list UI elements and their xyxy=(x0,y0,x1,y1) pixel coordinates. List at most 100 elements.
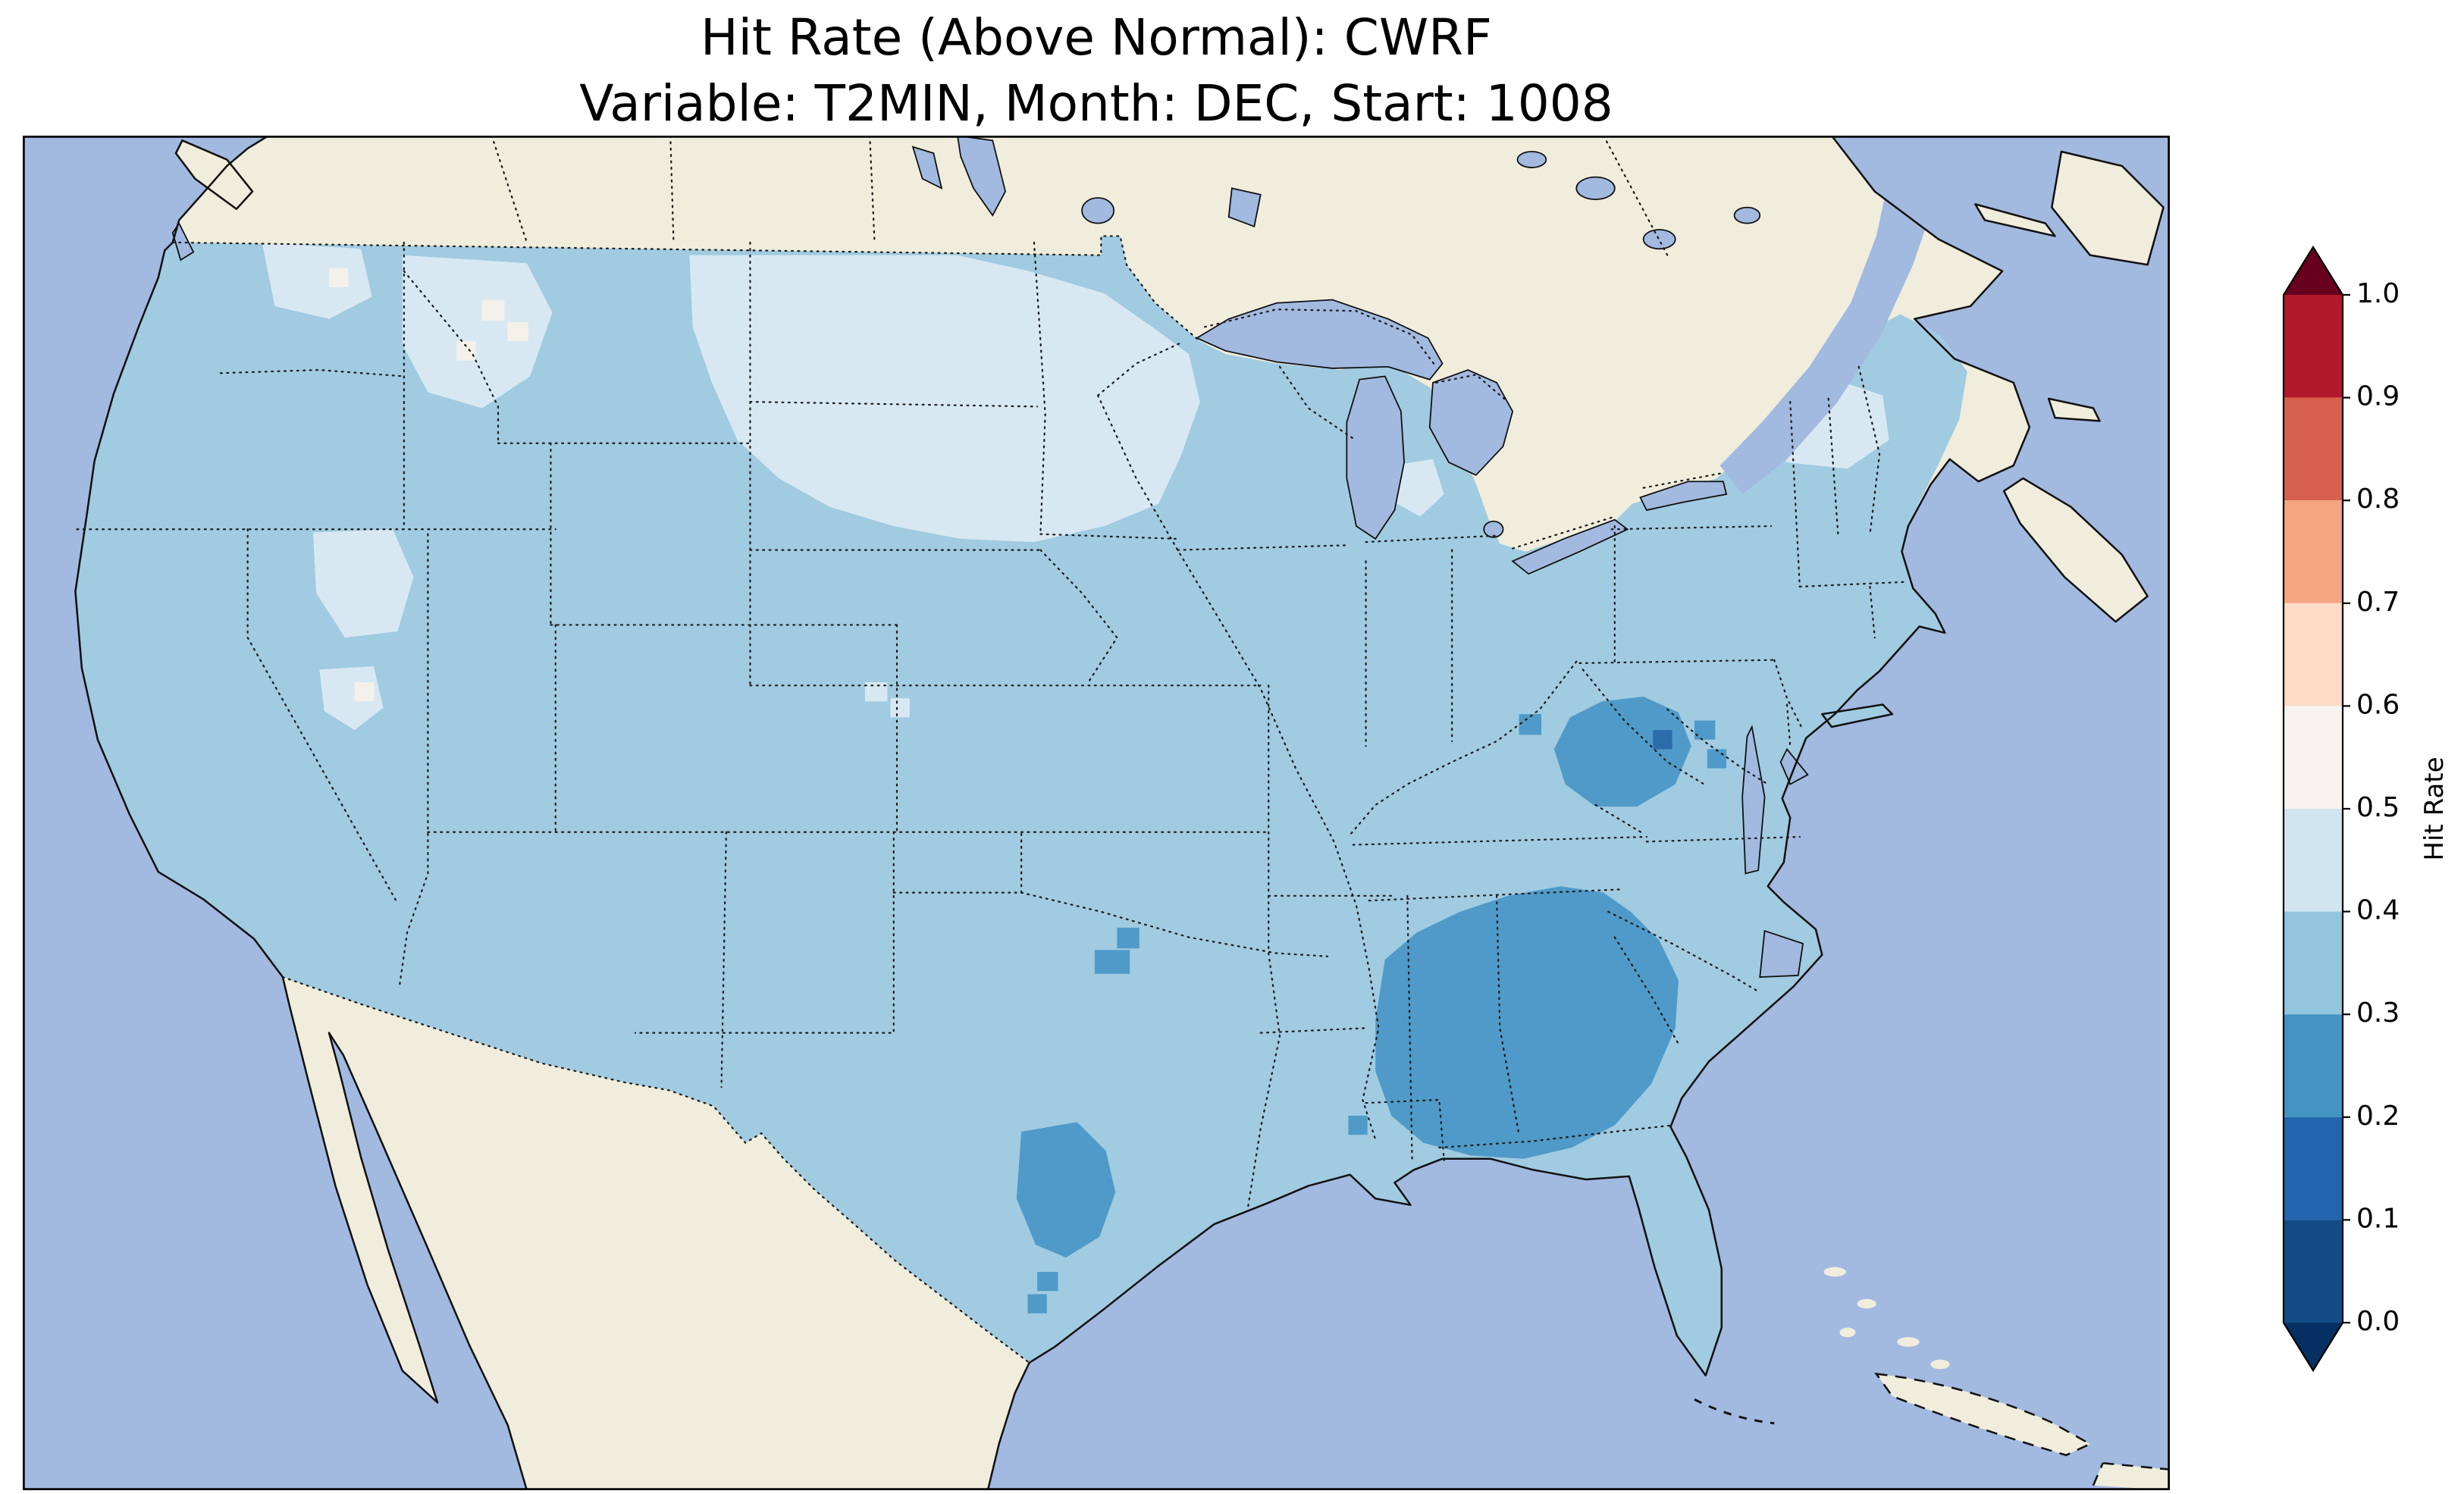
hit-rate-patches-04-05 xyxy=(262,242,1889,1374)
continent-coastline xyxy=(74,136,2031,1490)
lake-huron xyxy=(1428,369,1514,476)
dark-cell xyxy=(1348,1115,1368,1135)
colorbar-segment xyxy=(2284,1117,2343,1220)
state-border-line xyxy=(1645,835,1801,843)
us-canada-border-lake-erie xyxy=(1512,515,1616,550)
canada-province-border xyxy=(491,136,528,243)
bahamas-island xyxy=(1897,1337,1920,1347)
state-border-line xyxy=(1857,365,1881,535)
tick-label: 0.2 xyxy=(2356,1101,2400,1132)
map-frame xyxy=(23,136,2170,1490)
colorbar-segment xyxy=(2284,1014,2343,1117)
dark-cell xyxy=(1094,950,1130,974)
darker-cell xyxy=(1653,730,1672,750)
dark-cell xyxy=(1117,927,1140,949)
bahamas-island xyxy=(1839,1327,1856,1338)
pale-cell xyxy=(890,698,910,718)
white-cell xyxy=(456,341,476,361)
state-border-line xyxy=(1352,835,1647,846)
lake-ontario xyxy=(1639,481,1728,512)
state-border-line xyxy=(1773,659,1804,731)
canada-province-border xyxy=(669,136,675,243)
patch-west-virginia xyxy=(1553,697,1691,807)
anticosti-island xyxy=(1975,204,2055,236)
state-border-line xyxy=(246,528,397,902)
colorbar-under-triangle xyxy=(2284,1323,2343,1370)
state-border-line xyxy=(1033,241,1046,535)
lakes-group xyxy=(911,136,1953,575)
state-border-line xyxy=(1365,534,1498,543)
dark-cell xyxy=(1037,1271,1058,1292)
lake-nipigon xyxy=(1227,187,1262,228)
bahamas-island xyxy=(1823,1267,1846,1277)
white-cell xyxy=(481,299,505,321)
patch-south-texas xyxy=(1016,1122,1116,1258)
colorbar-segment xyxy=(2284,1220,2343,1323)
country-borders xyxy=(171,136,1721,1364)
vancouver-island xyxy=(175,140,252,209)
canada-lake xyxy=(1733,206,1761,224)
white-cell xyxy=(354,682,374,702)
lake-erie xyxy=(1511,518,1629,575)
tick-label: 0.9 xyxy=(2356,381,2400,412)
tick-label: 0.6 xyxy=(2356,689,2400,720)
colorbar-over-triangle xyxy=(2284,247,2343,295)
state-border-line xyxy=(1096,342,1182,396)
state-border-line xyxy=(1789,400,1801,588)
state-border-line xyxy=(219,368,405,377)
state-border-line xyxy=(1278,365,1354,440)
colorbar-tick-labels: 1.0 0.9 0.8 0.7 0.6 0.5 0.4 0.3 0.2 0.1 … xyxy=(2356,278,2400,1337)
colorbar-segment xyxy=(2284,603,2343,706)
state-border-line xyxy=(1177,544,1350,551)
colorbar-ticks xyxy=(2343,293,2350,1324)
tick-label: 0.7 xyxy=(2356,587,2400,618)
bays-group xyxy=(171,221,1809,978)
colorbar-segment xyxy=(2284,706,2343,809)
bahamas-island xyxy=(1930,1359,1950,1370)
patch-southeast xyxy=(1375,886,1679,1159)
tick-label: 0.1 xyxy=(2356,1203,2400,1234)
cuba-coastline xyxy=(1874,1372,2093,1457)
state-border-line xyxy=(720,831,727,1088)
state-border-line xyxy=(1594,803,1644,835)
state-border-line xyxy=(1785,703,1792,747)
dark-cell xyxy=(1027,1294,1047,1314)
bahamas-island xyxy=(1857,1298,1876,1309)
patch-east-washington xyxy=(262,242,372,319)
dark-cell xyxy=(1694,720,1716,740)
us-canada-border-lake-superior xyxy=(1203,309,1437,368)
pamlico-sound xyxy=(1759,929,1804,978)
colorbar-axis-label: Hit Rate xyxy=(2419,756,2450,860)
dark-cell xyxy=(1707,749,1727,769)
tick-label: 0.4 xyxy=(2356,895,2400,926)
colorbar-segment xyxy=(2284,295,2343,398)
white-cell xyxy=(507,321,528,342)
lake-manitoba xyxy=(911,146,943,190)
island-coastlines xyxy=(174,139,2165,728)
patch-nevada-utah xyxy=(312,529,414,638)
us-hit-rate-map xyxy=(23,136,2170,1490)
hispaniola-coastline xyxy=(2092,1462,2170,1486)
chart-title: Hit Rate (Above Normal): CWRF Variable: … xyxy=(23,5,2170,136)
lake-st-clair xyxy=(1483,520,1504,538)
tick-label: 0.5 xyxy=(2356,792,2400,823)
patch-michigan xyxy=(1391,459,1444,517)
tick-label: 0.8 xyxy=(2356,484,2400,515)
white-cell xyxy=(328,268,349,287)
patch-north-rockies xyxy=(402,255,553,409)
state-border-line xyxy=(1869,585,1876,639)
lake-michigan xyxy=(1346,375,1405,540)
state-border-line xyxy=(1096,394,1380,1141)
us-canada-border-lake-ontario xyxy=(1642,472,1721,489)
state-border-line xyxy=(403,270,500,444)
nova-scotia xyxy=(2004,478,2148,622)
state-border-line xyxy=(1666,708,1769,785)
state-border-line xyxy=(1406,894,1413,1161)
tick-label: 1.0 xyxy=(2356,278,2400,309)
colorbar-segment xyxy=(2284,397,2343,501)
canada-province-border xyxy=(869,136,876,243)
state-border-line xyxy=(1259,1027,1367,1034)
state-border-line xyxy=(1438,1124,1673,1149)
tick-label: 0.3 xyxy=(2356,998,2400,1029)
